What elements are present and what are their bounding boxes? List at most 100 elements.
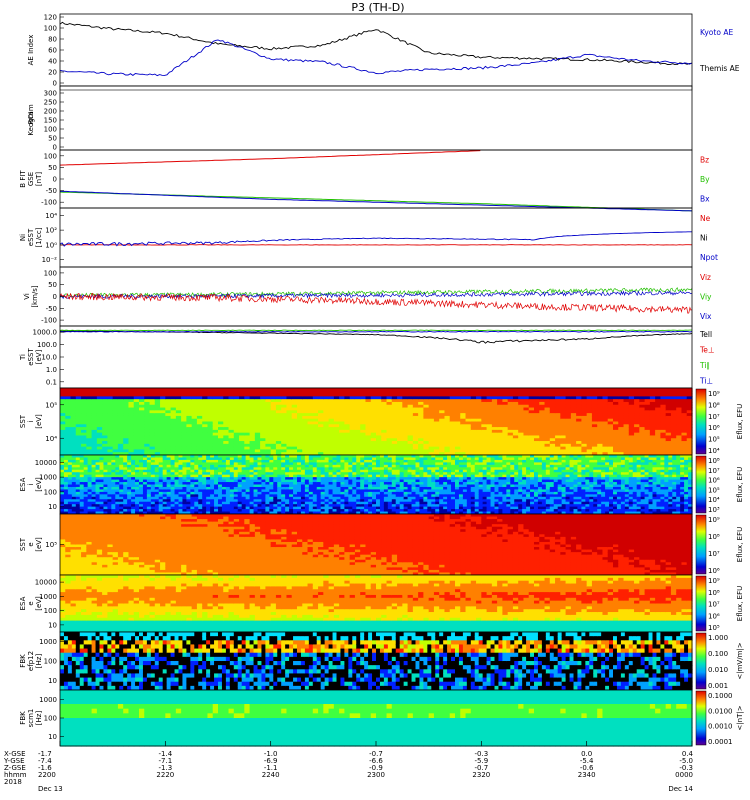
ylabel-bfit-1: GSE <box>27 172 35 186</box>
cbar-tick-esa2-3: 10⁶ <box>708 612 720 620</box>
ytick-fbk2-1: 100 <box>44 715 57 723</box>
ae-line-0 <box>59 21 693 66</box>
ytick-bfit-1: 50 <box>48 164 57 172</box>
footer-start-date: Dec 13 <box>38 785 63 793</box>
ylabel-keogram-0: Keogram <box>27 104 35 135</box>
ylabel-ti-1: eSST <box>27 348 35 366</box>
footer-value-3-1: 2220 <box>156 771 174 779</box>
ylabel-bfit-0: B FIT <box>19 170 27 188</box>
cbar-tick-esa2-0: 10⁹ <box>708 577 720 585</box>
legend-vi-1: Viy <box>700 293 712 302</box>
footer-value-3-4: 2320 <box>472 771 490 779</box>
cbar-tick-fbk1-3: 0.001 <box>708 682 728 690</box>
cbar-tick-fbk1-0: 1.000 <box>708 634 728 642</box>
footer-value-1-3: -6.6 <box>369 757 383 765</box>
ylabel-esa1-1: i <box>27 483 35 485</box>
ytick-fbk1-1: 100 <box>44 658 57 666</box>
ytick-bfit-4: -100 <box>41 199 57 207</box>
footer-label-1: Y-GSE <box>3 757 25 765</box>
cbar-tick-sst1-4: 10⁵ <box>708 436 720 444</box>
cbar-tick-sst1-1: 10⁸ <box>708 401 720 409</box>
cbar-label-esa1: Eflux, EFU <box>736 467 744 502</box>
ylabel-fbk1-2: [Hz] <box>35 654 43 669</box>
panel-frame-bfit <box>59 149 693 209</box>
footer-value-1-1: -7.1 <box>158 757 172 765</box>
ylabel-sst2-0: SST <box>19 537 27 551</box>
ylabel-fbk2-1: scm1 <box>27 709 35 728</box>
ytick-ae-6: 0 <box>53 80 57 88</box>
ytick-vi-3: -50 <box>46 305 57 313</box>
footer-end-date: Dec 14 <box>668 785 693 793</box>
cbar-tick-fbk1-2: 0.010 <box>708 666 728 674</box>
footer-value-1-5: -5.4 <box>580 757 594 765</box>
ylabel-sst2-2: [eV] <box>35 537 43 552</box>
ylabel-esa2-0: ESA <box>19 596 27 610</box>
footer-value-2-3: -0.9 <box>369 764 383 772</box>
ytick-fbk1-2: 10 <box>48 677 57 685</box>
ae-line-1 <box>59 39 693 77</box>
ytick-keogram-5: 50 <box>48 135 57 143</box>
ytick-ae-3: 60 <box>48 47 57 55</box>
ti-line-0 <box>59 330 693 344</box>
cbar-tick-esa1-3: 10⁵ <box>708 486 720 494</box>
ytick-sst1-1: 10⁴ <box>45 435 57 443</box>
ytick-sst1-0: 10⁵ <box>45 401 57 409</box>
ytick-sst2-0: 10⁵ <box>45 541 57 549</box>
footer-value-3-3: 2300 <box>367 771 385 779</box>
cbar-label-esa2: Eflux, EFU <box>736 586 744 621</box>
cbar-tick-sst1-0: 10⁹ <box>708 390 720 398</box>
panel-frame-ae <box>59 13 693 87</box>
figure-title: P3 (TH-D) <box>351 1 404 14</box>
legend-vi-2: Vix <box>700 312 712 321</box>
ylabel-ae-0: AE Index <box>27 35 35 66</box>
vi-line-Vix <box>59 290 693 300</box>
ytick-bfit-2: 0 <box>53 176 57 184</box>
ylabel-esa1-0: ESA <box>19 477 27 491</box>
legend-ae-1: Themis AE <box>699 64 740 73</box>
ytick-bfit-3: -50 <box>46 187 57 195</box>
cbar-tick-fbk2-0: 0.1000 <box>708 692 733 700</box>
cbar-tick-esa2-1: 10⁸ <box>708 589 720 597</box>
footer-year: 2018 <box>4 778 22 786</box>
cbar-tick-esa1-0: 10⁸ <box>708 457 720 465</box>
roi-strip <box>59 85 693 91</box>
cbar-tick-esa1-2: 10⁶ <box>708 477 720 485</box>
ylabel-ti-2: [eV] <box>35 349 43 364</box>
ylabel-esa1-2: [eV] <box>35 477 43 492</box>
ylabel-ni-1: eSST <box>27 228 35 246</box>
cbar-tick-sst1-3: 10⁶ <box>708 424 720 432</box>
esa-electron-spectrogram <box>60 575 693 633</box>
cbar-tick-sst1-2: 10⁷ <box>708 413 720 421</box>
legend-vi-0: Viz <box>700 273 711 282</box>
fbk-scm1-spectrogram <box>60 690 693 747</box>
ytick-esa1-0: 10000 <box>35 459 57 467</box>
ytick-esa2-1: 1000 <box>39 593 57 601</box>
footer-value-3-2: 2240 <box>262 771 280 779</box>
ytick-ti-1: 100.0 <box>37 341 57 349</box>
legend-ti-0: Tell <box>699 330 712 339</box>
ytick-ni-2: 10⁰ <box>45 241 57 249</box>
ytick-ni-1: 10² <box>45 227 57 235</box>
ytick-ni-0: 10⁴ <box>45 212 57 220</box>
cbar-tick-fbk2-1: 0.0100 <box>708 707 733 715</box>
footer-label-0: X-GSE <box>4 750 26 758</box>
footer-value-1-0: -7.4 <box>38 757 52 765</box>
ytick-ae-2: 80 <box>48 36 57 44</box>
footer-value-2-0: -1.6 <box>38 764 52 772</box>
footer-value-3-6: 0000 <box>675 771 693 779</box>
ytick-fbk2-2: 10 <box>48 733 57 741</box>
ylabel-vi-0: Vi <box>23 293 31 300</box>
ti-line-2 <box>59 330 693 333</box>
cbar-tick-sst2-1: 10⁸ <box>708 533 720 541</box>
ytick-keogram-3: 150 <box>44 117 57 125</box>
cbar-tick-fbk1-1: 0.100 <box>708 650 728 658</box>
ytick-ti-4: 0.1 <box>46 378 57 386</box>
ylabel-esa2-1: e <box>27 601 35 605</box>
cbar-tick-fbk2-2: 0.0010 <box>708 723 733 731</box>
footer-value-3-0: 2200 <box>38 771 56 779</box>
cbar-tick-esa2-4: 10⁵ <box>708 624 720 632</box>
ytick-bfit-0: 100 <box>44 152 57 160</box>
ylabel-roi-0: ROI <box>27 112 35 124</box>
footer-value-1-6: -5.0 <box>679 757 693 765</box>
ylabel-sst2-1: e <box>27 542 35 546</box>
